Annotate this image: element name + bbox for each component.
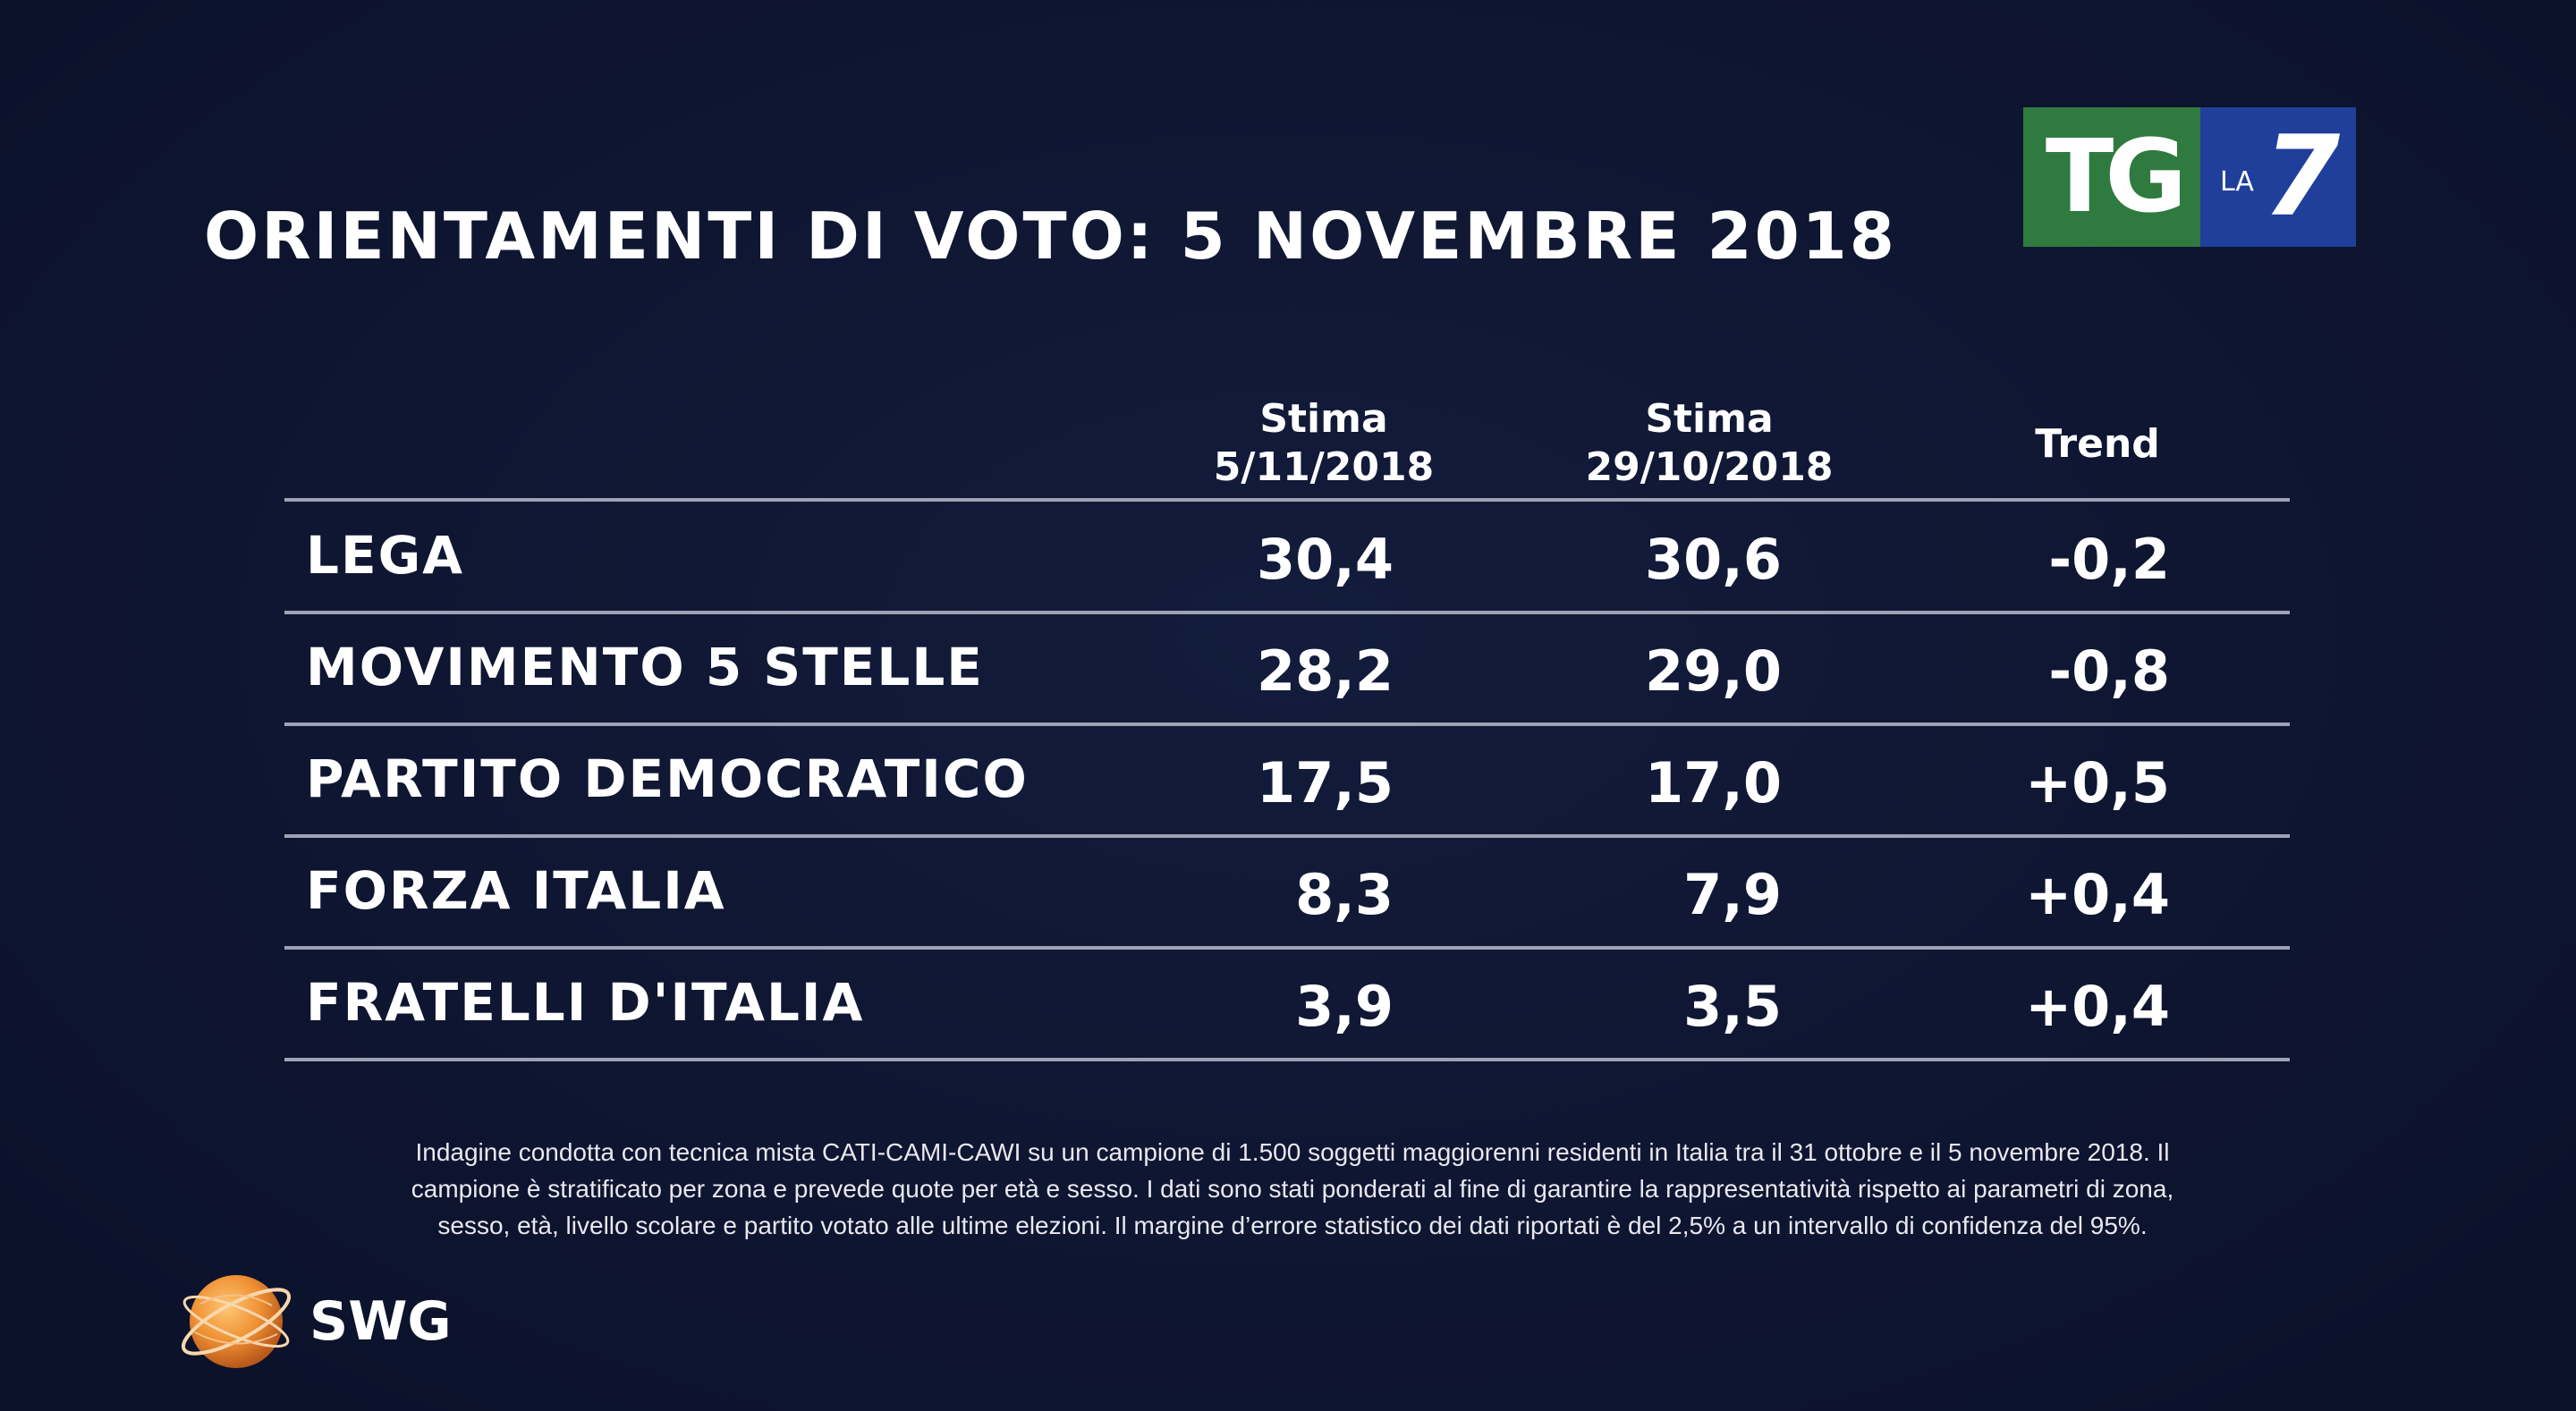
party-name: MOVIMENTO 5 STELLE xyxy=(306,637,984,697)
column-header-line2: 29/10/2018 xyxy=(1585,444,1834,490)
methodology-note-line: Indagine condotta con tecnica mista CATI… xyxy=(415,1138,2170,1166)
methodology-note-line: sesso, età, livello scolare e partito vo… xyxy=(437,1212,2148,1239)
value-stima-5-11: 3,9 xyxy=(1295,974,1394,1039)
column-header-line1: Stima xyxy=(1645,396,1774,442)
methodology-note: Indagine condotta con tecnica mista CATI… xyxy=(242,1134,2343,1244)
chart-title: ORIENTAMENTI DI VOTO: 5 NOVEMBRE 2018 xyxy=(204,199,1897,274)
value-stima-29-10: 30,6 xyxy=(1645,527,1782,592)
value-trend: -0,8 xyxy=(2048,638,2170,704)
value-stima-5-11: 8,3 xyxy=(1295,862,1394,927)
tg-la7-logo: TG LA 7 xyxy=(2023,107,2356,247)
party-name: FORZA ITALIA xyxy=(306,860,726,921)
methodology-note-line: campione è stratificato per zona e preve… xyxy=(411,1175,2174,1203)
party-name: LEGA xyxy=(306,525,465,586)
column-header-line1: Stima xyxy=(1259,396,1388,442)
swg-logo-text: SWG xyxy=(309,1290,452,1353)
party-name: PARTITO DEMOCRATICO xyxy=(306,748,1029,809)
value-trend: -0,2 xyxy=(2048,527,2170,592)
value-stima-29-10: 17,0 xyxy=(1645,750,1782,815)
table-rule xyxy=(284,1058,2290,1061)
party-name: FRATELLI D'ITALIA xyxy=(306,972,865,1033)
column-header-line2: 5/11/2018 xyxy=(1213,444,1435,490)
value-trend: +0,4 xyxy=(2025,974,2170,1039)
logo-la7: LA 7 xyxy=(2200,107,2356,247)
table-rule xyxy=(284,834,2290,838)
logo-seven: 7 xyxy=(2263,113,2341,241)
value-stima-29-10: 7,9 xyxy=(1683,862,1782,927)
column-header-line1: Trend xyxy=(2035,421,2160,467)
value-stima-29-10: 29,0 xyxy=(1645,638,1782,704)
table-rule xyxy=(284,498,2290,502)
logo-la: LA xyxy=(2220,166,2254,198)
table-rule xyxy=(284,946,2290,950)
column-header-stima-5-11: Stima 5/11/2018 xyxy=(1163,395,1485,492)
table-rule xyxy=(284,611,2290,614)
column-header-trend: Trend xyxy=(1968,420,2227,469)
value-stima-5-11: 30,4 xyxy=(1257,527,1394,592)
value-stima-5-11: 28,2 xyxy=(1257,638,1394,704)
table-rule xyxy=(284,722,2290,726)
value-stima-29-10: 3,5 xyxy=(1683,974,1782,1039)
value-trend: +0,5 xyxy=(2025,750,2170,815)
value-stima-5-11: 17,5 xyxy=(1257,750,1394,815)
value-trend: +0,4 xyxy=(2025,862,2170,927)
logo-tg: TG xyxy=(2023,107,2200,247)
swg-globe-icon xyxy=(181,1275,292,1368)
column-header-stima-29-10: Stima 29/10/2018 xyxy=(1544,395,1875,492)
